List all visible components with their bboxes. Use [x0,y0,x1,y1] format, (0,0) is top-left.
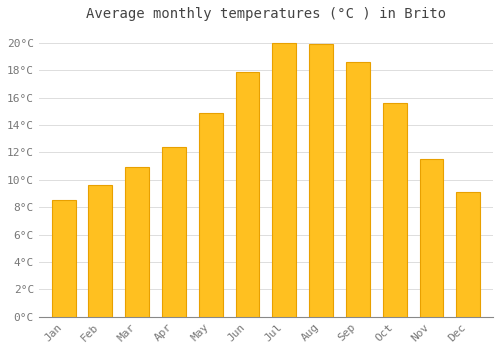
Bar [382,103,406,317]
Bar [456,192,480,317]
Bar [236,71,260,317]
Bar [309,44,333,317]
Bar [420,159,444,317]
Bar [162,147,186,317]
Bar [346,62,370,317]
Bar [272,43,296,317]
Bar [88,185,112,317]
Bar [52,200,76,317]
Title: Average monthly temperatures (°C ) in Brito: Average monthly temperatures (°C ) in Br… [86,7,446,21]
Bar [199,113,222,317]
Bar [125,167,149,317]
